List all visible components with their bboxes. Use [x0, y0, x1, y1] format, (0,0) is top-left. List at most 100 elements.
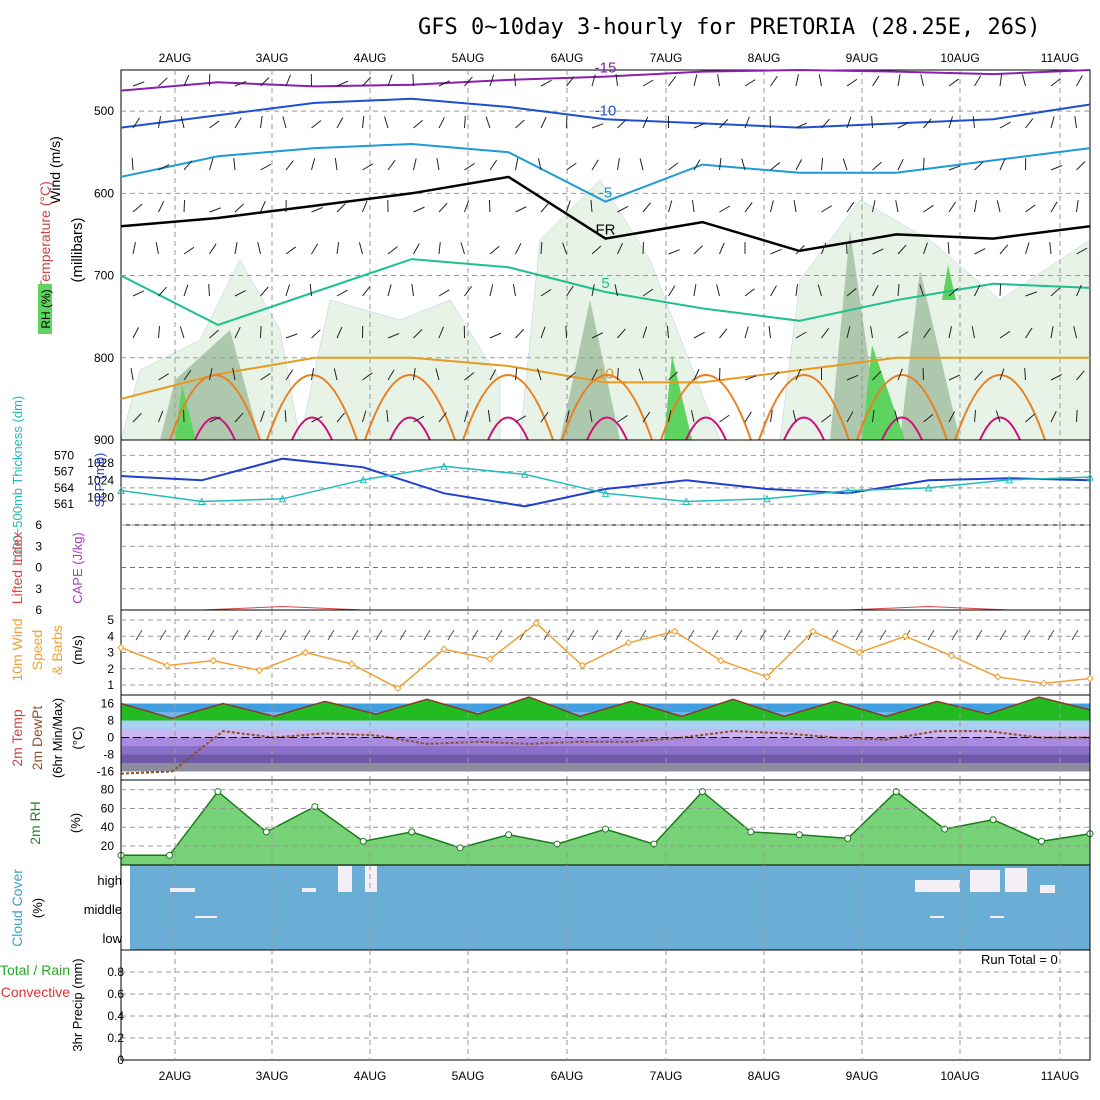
wind-barb — [209, 207, 221, 213]
wind-barb — [387, 284, 392, 297]
wind-barb — [996, 200, 1001, 213]
high-cloud-block — [170, 888, 195, 892]
wind-speed-marker — [671, 627, 679, 636]
total-rain-label: Total / Rain — [0, 962, 70, 978]
wind-barb — [770, 248, 782, 255]
wind-barb — [1076, 161, 1086, 171]
hot-isotherm-loop — [881, 416, 923, 441]
pressure-axis-label: (millibars) — [69, 218, 86, 283]
temperature-band — [121, 754, 1090, 763]
middle-cloud-block — [195, 916, 217, 918]
wind-barb — [183, 160, 193, 171]
rh-bright-area — [664, 355, 692, 440]
thickness-marker — [278, 494, 287, 503]
wind-axis-label: 10m Wind — [9, 618, 25, 681]
wind-barb — [846, 116, 852, 129]
li-tick-label: 6 — [35, 603, 42, 617]
wind-barb — [897, 244, 907, 255]
wind-barb — [846, 78, 858, 87]
wind-barb — [285, 369, 293, 381]
wind-barb — [948, 287, 959, 297]
wind-barb — [234, 203, 245, 213]
wind-barb — [693, 284, 697, 297]
wind-barb — [719, 119, 729, 129]
surface-wind-barb — [207, 629, 215, 641]
dewpoint-line — [120, 730, 1090, 775]
wind-barb — [1050, 165, 1063, 171]
wind-barb — [311, 158, 316, 171]
wind-speed-marker — [855, 648, 863, 657]
temperature-panel: -16 -8 0 8 16 2m Temp 2m DewPt (6hr Min/Max) (°C… — [9, 694, 1091, 781]
wind-barb — [947, 241, 950, 255]
slp-axis-label: SLP (mb) — [92, 453, 107, 508]
wind-barb — [158, 410, 164, 423]
wind-barb — [464, 285, 472, 297]
wind-barb — [795, 245, 805, 255]
wind-speed-marker — [947, 652, 956, 660]
temperature-line — [120, 696, 1091, 720]
thickness-marker — [359, 475, 368, 484]
wind-barb — [691, 410, 695, 423]
isotherm-label: FR — [596, 222, 616, 239]
wind-barb — [744, 116, 750, 129]
wind-barb — [770, 75, 778, 87]
surface-wind-barb — [759, 629, 767, 641]
top-date-label: 10AUG — [940, 51, 979, 65]
cloud-axis-label: Cloud Cover — [9, 869, 25, 947]
thickness-marker — [843, 486, 852, 495]
temp-tick-label: -8 — [103, 748, 114, 762]
surface-wind-barb — [447, 629, 455, 641]
wind-barb — [719, 328, 728, 339]
wind-barb — [285, 333, 298, 339]
wind-barb — [948, 411, 956, 423]
wind-barb — [590, 200, 593, 213]
rh-marker — [989, 816, 997, 824]
rh-marker — [165, 851, 173, 859]
wind-barb — [438, 326, 444, 339]
isotherm-line — [120, 356, 1090, 400]
wind-barb — [285, 246, 297, 255]
slp-tick-label: 1020 — [87, 491, 114, 505]
wind-barb — [591, 284, 595, 297]
minmax-axis-label: (6hr Min/Max) — [50, 698, 65, 778]
top-date-label: 2AUG — [159, 51, 192, 65]
wind-barb — [1050, 410, 1057, 423]
pressure-tick-label: 900 — [94, 433, 114, 447]
wind-barb — [158, 200, 165, 213]
wind-barb — [995, 410, 1001, 423]
surface-wind-barb — [495, 629, 503, 641]
wind-barb — [435, 368, 440, 381]
wind-barb — [413, 119, 424, 129]
surface-wind-barb — [855, 629, 863, 641]
surface-wind-barb — [687, 629, 695, 641]
wind-barb — [489, 284, 494, 297]
wind-barb — [132, 413, 142, 423]
surface-wind-barb — [231, 629, 239, 641]
top-date-axis: 2AUG 3AUG 4AUG 5AUG 6AUG 7AUG 8AUG 9AUG 10AUG 11A… — [159, 51, 1080, 65]
wind-barb — [233, 158, 236, 171]
surface-wind-barb — [567, 629, 575, 641]
rh-tick-label: 40 — [101, 820, 115, 834]
wind-barb — [1074, 116, 1077, 129]
wind-barb — [792, 410, 797, 423]
wind-speed-marker — [209, 656, 217, 665]
wind-barb — [591, 369, 598, 381]
wind-barb — [513, 74, 516, 87]
dewpt-axis-label: 2m DewPt — [29, 706, 45, 771]
warm-isotherm-loop — [856, 374, 948, 441]
wind-barb — [770, 162, 781, 171]
wind-barb — [183, 199, 186, 213]
wind-barb — [821, 205, 832, 213]
wind-barb — [257, 242, 261, 255]
precip-tick-label: 0.8 — [107, 965, 124, 979]
surface-wind-barb — [879, 629, 887, 641]
wind-barb — [413, 415, 425, 423]
wind-barb — [1025, 327, 1033, 339]
wind-barb — [818, 74, 822, 87]
wind-barb — [562, 242, 567, 255]
surface-wind-barb — [255, 629, 263, 641]
wind-barb — [821, 118, 830, 129]
li-tick-label: 0 — [35, 561, 42, 575]
wind-barb — [795, 368, 802, 381]
wind-barb — [693, 368, 700, 381]
